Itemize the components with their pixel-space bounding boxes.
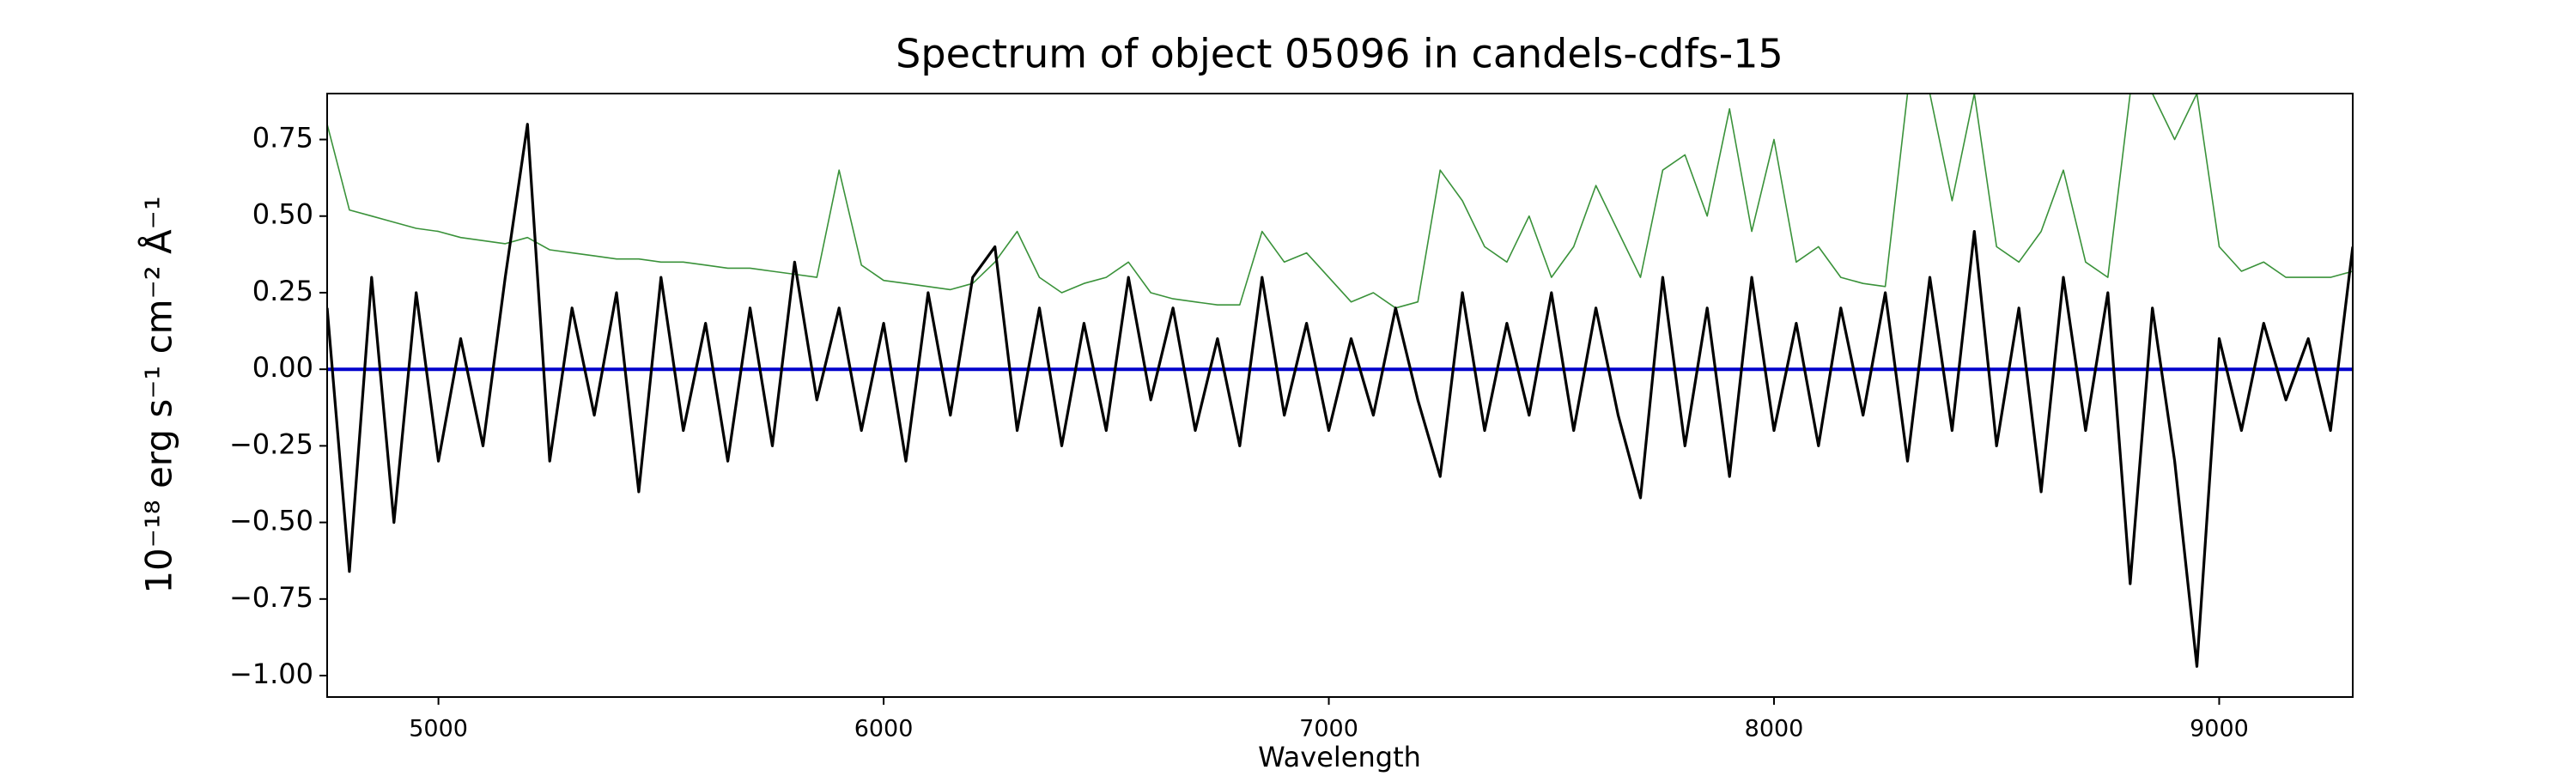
y-tick-label: 0.00 bbox=[252, 351, 313, 384]
series-line bbox=[327, 123, 2353, 668]
x-tick-label: 5000 bbox=[409, 716, 468, 743]
x-tick-label: 8000 bbox=[1745, 716, 1804, 743]
y-tick-label: 0.75 bbox=[252, 122, 313, 155]
y-tick-label: −0.25 bbox=[229, 427, 313, 460]
x-tick-label: 9000 bbox=[2190, 716, 2249, 743]
y-tick-label: −0.75 bbox=[229, 581, 313, 614]
x-axis-label: Wavelength bbox=[1258, 741, 1421, 773]
x-tick-label: 7000 bbox=[1299, 716, 1358, 743]
y-tick-label: −1.00 bbox=[229, 658, 313, 690]
series-line bbox=[327, 94, 2353, 309]
plot-frame bbox=[326, 93, 2354, 698]
y-tick-label: 0.50 bbox=[252, 198, 313, 231]
y-tick-label: −0.50 bbox=[229, 505, 313, 537]
chart-title: Spectrum of object 05096 in candels-cdfs… bbox=[896, 31, 1783, 77]
plot-lines bbox=[327, 94, 2353, 668]
y-tick-label: 0.25 bbox=[252, 275, 313, 307]
x-tick-label: 6000 bbox=[854, 716, 914, 743]
y-axis-label: 10⁻¹⁸ erg s⁻¹ cm⁻² Å⁻¹ bbox=[137, 196, 180, 593]
